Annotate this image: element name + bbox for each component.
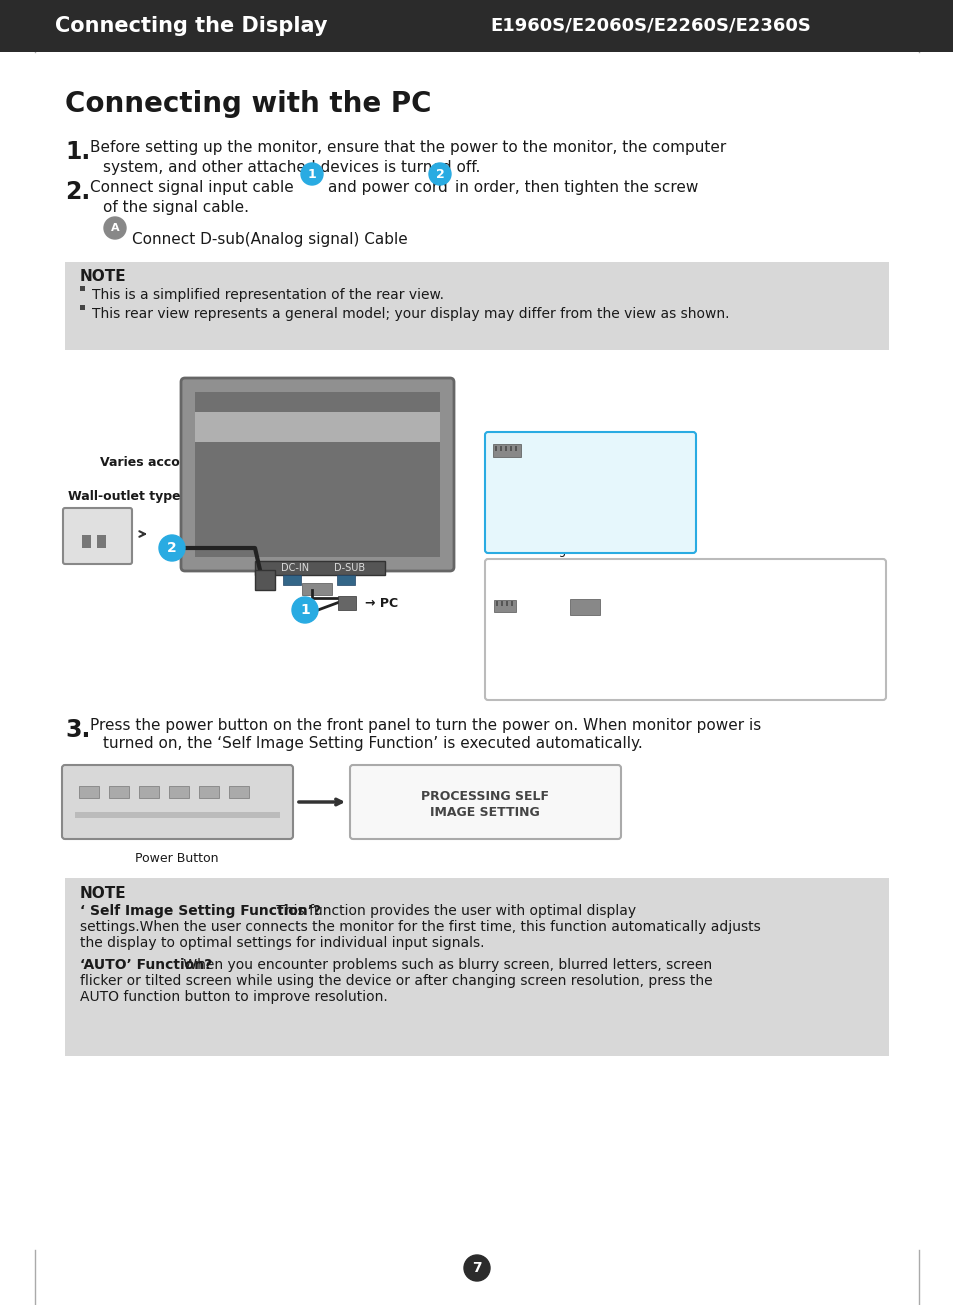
Text: 1: 1 bbox=[307, 167, 316, 180]
Text: E1960S/E2060S/E2260S/E2360S: E1960S/E2060S/E2260S/E2360S bbox=[490, 17, 810, 35]
Text: Press the power button on the front panel to turn the power on. When monitor pow: Press the power button on the front pane… bbox=[90, 718, 760, 733]
Bar bbox=[139, 786, 159, 797]
Bar bbox=[504, 446, 506, 452]
Text: When you encounter problems such as blurry screen, blurred letters, screen: When you encounter problems such as blur… bbox=[179, 958, 712, 972]
Text: a  separate plug adapter is needed to: a separate plug adapter is needed to bbox=[494, 646, 717, 659]
Text: NOTE: NOTE bbox=[80, 269, 127, 284]
Circle shape bbox=[429, 163, 451, 185]
Text: Power Button: Power Button bbox=[135, 852, 218, 865]
Text: AUTO function button to improve resolution.: AUTO function button to improve resoluti… bbox=[80, 990, 387, 1004]
Text: MAC: MAC bbox=[609, 612, 640, 625]
Text: DC-IN: DC-IN bbox=[280, 562, 309, 573]
Circle shape bbox=[104, 217, 126, 239]
Text: flicker or tilted screen while using the device or after changing screen resolut: flicker or tilted screen while using the… bbox=[80, 974, 712, 988]
Bar bbox=[283, 576, 301, 585]
Bar bbox=[500, 602, 502, 606]
Text: turned on, the ‘Self Image Setting Function’ is executed automatically.: turned on, the ‘Self Image Setting Funct… bbox=[103, 736, 642, 750]
FancyBboxPatch shape bbox=[63, 508, 132, 564]
Text: 3.: 3. bbox=[65, 718, 91, 743]
Bar bbox=[65, 878, 888, 1056]
Text: Connect the signal
input cable and
tighten it up by
turning in the
direction of : Connect the signal input cable and tight… bbox=[527, 438, 639, 557]
Text: 2.: 2. bbox=[65, 180, 91, 204]
Text: When using a D-Sub signal input cable: When using a D-Sub signal input cable bbox=[494, 566, 764, 579]
Text: 2: 2 bbox=[436, 167, 444, 180]
Bar bbox=[496, 602, 497, 606]
Bar bbox=[0, 0, 953, 52]
Bar bbox=[80, 305, 85, 311]
Bar bbox=[79, 786, 99, 797]
Bar bbox=[515, 446, 517, 452]
Bar bbox=[499, 446, 501, 452]
Bar bbox=[494, 600, 516, 612]
Text: the display to optimal settings for individual input signals.: the display to optimal settings for indi… bbox=[80, 936, 484, 950]
Text: settings.When the user connects the monitor for the first time, this function au: settings.When the user connects the moni… bbox=[80, 920, 760, 934]
Text: IMAGE SETTING: IMAGE SETTING bbox=[430, 805, 539, 818]
Text: 7: 7 bbox=[472, 1261, 481, 1275]
Bar bbox=[80, 286, 85, 291]
Text: This function provides the user with optimal display: This function provides the user with opt… bbox=[272, 904, 636, 917]
Text: This is a simplified representation of the rear view.: This is a simplified representation of t… bbox=[91, 288, 443, 301]
Text: ‘ Self Image Setting Function’?: ‘ Self Image Setting Function’? bbox=[80, 904, 320, 917]
Circle shape bbox=[292, 596, 317, 622]
Text: 1.: 1. bbox=[65, 140, 91, 164]
Text: Connect signal input cable: Connect signal input cable bbox=[90, 180, 294, 194]
Bar bbox=[194, 392, 439, 557]
Bar bbox=[302, 583, 332, 595]
Text: Mac adapter : For Apple Macintosh use,: Mac adapter : For Apple Macintosh use, bbox=[494, 632, 727, 645]
Text: D-SUB: D-SUB bbox=[335, 562, 365, 573]
Text: ‘AUTO’ Function?: ‘AUTO’ Function? bbox=[80, 958, 212, 972]
Text: Connect D-sub(Analog signal) Cable: Connect D-sub(Analog signal) Cable bbox=[132, 232, 407, 247]
Bar bbox=[510, 446, 512, 452]
FancyBboxPatch shape bbox=[181, 378, 454, 572]
Bar bbox=[511, 602, 513, 606]
Bar bbox=[194, 412, 439, 442]
Bar bbox=[254, 561, 385, 576]
Circle shape bbox=[301, 163, 323, 185]
Bar bbox=[505, 602, 507, 606]
Text: Wall-outlet type: Wall-outlet type bbox=[68, 489, 180, 502]
Bar bbox=[569, 599, 599, 615]
Bar bbox=[169, 786, 189, 797]
Text: of the signal cable.: of the signal cable. bbox=[103, 200, 249, 215]
Circle shape bbox=[159, 535, 185, 561]
Text: → PC: → PC bbox=[365, 596, 397, 609]
Text: and power cord: and power cord bbox=[328, 180, 447, 194]
Bar bbox=[337, 596, 355, 609]
Text: sub VGA connector on the supplied cable: sub VGA connector on the supplied cable bbox=[494, 673, 737, 686]
Text: connector for Macintosh: connector for Macintosh bbox=[494, 581, 664, 594]
Bar bbox=[495, 446, 497, 452]
Text: Before setting up the monitor, ensure that the power to the monitor, the compute: Before setting up the monitor, ensure th… bbox=[90, 140, 725, 155]
Bar bbox=[82, 535, 91, 548]
Text: 1: 1 bbox=[300, 603, 310, 617]
Text: Varies according to model.: Varies according to model. bbox=[100, 455, 287, 468]
FancyBboxPatch shape bbox=[62, 765, 293, 839]
Bar bbox=[109, 786, 129, 797]
Circle shape bbox=[463, 1255, 490, 1282]
Text: Connecting with the PC: Connecting with the PC bbox=[65, 90, 431, 117]
Bar bbox=[75, 812, 280, 818]
Bar bbox=[199, 786, 219, 797]
Text: in order, then tighten the screw: in order, then tighten the screw bbox=[455, 180, 698, 194]
FancyBboxPatch shape bbox=[350, 765, 620, 839]
Text: PROCESSING SELF: PROCESSING SELF bbox=[420, 790, 548, 803]
Text: system, and other attached devices is turned off.: system, and other attached devices is tu… bbox=[103, 161, 480, 175]
Text: This rear view represents a general model; your display may differ from the view: This rear view represents a general mode… bbox=[91, 307, 729, 321]
Text: Connecting the Display: Connecting the Display bbox=[55, 16, 327, 37]
Text: A: A bbox=[111, 223, 119, 234]
Text: 2: 2 bbox=[167, 542, 176, 555]
FancyBboxPatch shape bbox=[484, 559, 885, 699]
Text: NOTE: NOTE bbox=[80, 886, 127, 900]
FancyBboxPatch shape bbox=[484, 432, 696, 553]
Bar bbox=[493, 444, 520, 457]
Text: to a 15 pin  2 row connector.: to a 15 pin 2 row connector. bbox=[494, 688, 663, 701]
Text: change the 15 pin high density (3 row) D-: change the 15 pin high density (3 row) D… bbox=[494, 660, 740, 673]
Bar bbox=[336, 576, 355, 585]
Bar bbox=[254, 570, 274, 590]
Bar bbox=[65, 262, 888, 350]
Bar bbox=[229, 786, 249, 797]
Bar bbox=[97, 535, 106, 548]
